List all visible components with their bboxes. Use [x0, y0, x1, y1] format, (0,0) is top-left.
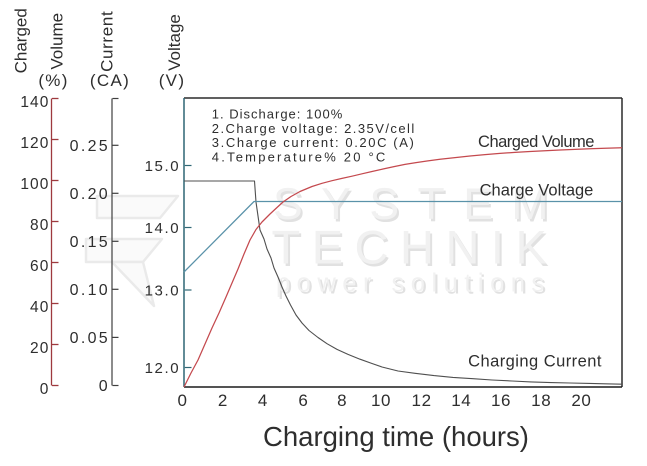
- svg-text:8: 8: [337, 391, 347, 410]
- svg-text:0: 0: [40, 381, 50, 398]
- svg-text:60: 60: [30, 258, 49, 275]
- svg-text:120: 120: [20, 135, 49, 152]
- svg-text:14.0: 14.0: [145, 220, 181, 237]
- svg-text:3.Charge current: 0.20C (A): 3.Charge current: 0.20C (A): [212, 135, 416, 150]
- svg-text:0: 0: [177, 391, 187, 410]
- svg-text:TECHNIK: TECHNIK: [272, 221, 559, 274]
- svg-text:power solutions: power solutions: [276, 270, 551, 298]
- svg-text:15.0: 15.0: [145, 158, 181, 175]
- svg-text:(%): (%): [38, 71, 68, 90]
- svg-text:18: 18: [531, 391, 551, 410]
- svg-text:(CA): (CA): [90, 71, 130, 90]
- svg-text:4.Temperature% 20 °C: 4.Temperature% 20 °C: [212, 149, 388, 164]
- svg-text:SYSTEM: SYSTEM: [275, 182, 569, 231]
- svg-text:80: 80: [30, 217, 49, 234]
- svg-text:0.20: 0.20: [70, 186, 110, 203]
- svg-text:6: 6: [298, 391, 308, 410]
- svg-text:SYSTEM: SYSTEM: [273, 180, 567, 229]
- svg-text:16: 16: [491, 391, 511, 410]
- svg-text:Voltage: Voltage: [165, 14, 184, 71]
- svg-text:2.Charge voltage: 2.35V/cell: 2.Charge voltage: 2.35V/cell: [212, 121, 416, 136]
- svg-text:Current: Current: [98, 11, 117, 72]
- svg-text:100: 100: [20, 176, 49, 193]
- svg-text:Charging Current: Charging Current: [468, 352, 602, 370]
- svg-text:1. Discharge: 100%: 1. Discharge: 100%: [212, 107, 343, 122]
- svg-text:4: 4: [258, 391, 268, 410]
- svg-text:Charging time (hours): Charging time (hours): [263, 421, 529, 452]
- svg-text:0.05: 0.05: [70, 330, 110, 347]
- svg-text:12: 12: [412, 391, 432, 410]
- svg-text:Charge Voltage: Charge Voltage: [480, 181, 594, 199]
- svg-text:0.15: 0.15: [70, 234, 110, 251]
- svg-text:14: 14: [451, 391, 471, 410]
- svg-text:20: 20: [571, 391, 591, 410]
- svg-text:Charged Volume: Charged Volume: [478, 133, 594, 151]
- svg-text:12.0: 12.0: [145, 360, 181, 377]
- svg-text:0.25: 0.25: [70, 138, 110, 155]
- svg-text:0.10: 0.10: [70, 282, 110, 299]
- svg-text:Charged: Charged: [12, 8, 31, 73]
- svg-text:Volume: Volume: [48, 13, 67, 70]
- svg-text:2: 2: [218, 391, 228, 410]
- svg-text:0: 0: [99, 378, 110, 395]
- svg-text:power solutions: power solutions: [278, 272, 553, 300]
- svg-text:(V): (V): [159, 71, 186, 90]
- svg-text:TECHNIK: TECHNIK: [274, 223, 561, 276]
- svg-text:40: 40: [30, 299, 49, 316]
- svg-text:140: 140: [20, 94, 49, 111]
- svg-text:10: 10: [371, 391, 391, 410]
- svg-text:13.0: 13.0: [145, 283, 181, 300]
- svg-text:20: 20: [30, 340, 49, 357]
